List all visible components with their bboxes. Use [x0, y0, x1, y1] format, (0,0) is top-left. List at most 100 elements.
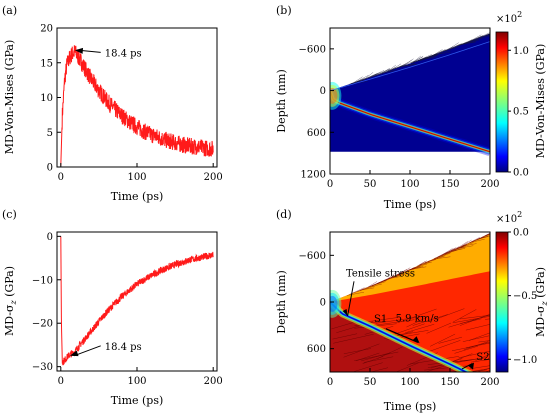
- x-tick-label: 50: [364, 377, 377, 388]
- heatmap-edge-texture: [387, 272, 396, 280]
- x-tick-label: 0: [58, 376, 64, 387]
- annotation-s2-arrowhead: [468, 362, 474, 370]
- y-tick-label: 600: [307, 344, 326, 355]
- heatmap-edge-texture: [461, 239, 472, 247]
- y-axis-label-a: MD-Von-Mises (GPa): [3, 40, 16, 154]
- heatmap-texture-line: [332, 333, 358, 340]
- heatmap-texture-line: [483, 370, 490, 372]
- annotation-arrow-line: [73, 345, 101, 357]
- heatmap-edge-texture: [452, 43, 462, 48]
- heatmap-texture-line: [462, 335, 490, 342]
- y-tick-label: 0: [47, 163, 53, 174]
- heatmap-region: [330, 33, 490, 152]
- annotation-s1: S1: [374, 314, 387, 325]
- x-tick-label: 200: [204, 172, 223, 183]
- y-axis-label-b: Depth (nm): [275, 69, 288, 132]
- heatmap-texture-line: [465, 324, 490, 331]
- heatmap-edge-texture: [420, 261, 430, 265]
- heatmap-edge-texture: [386, 65, 404, 72]
- heatmap-edge-texture: [371, 70, 385, 78]
- y-tick-label: 15: [40, 58, 53, 69]
- heatmap-edge-texture: [367, 72, 387, 79]
- heatmap-edge-texture: [359, 286, 368, 291]
- colorbar-ticks-b: 0.0 0.5 1.0: [508, 46, 529, 179]
- ticks-c: 0 100 200 0 −10 −20 −30: [32, 232, 223, 387]
- heatmap-edge-texture: [351, 287, 368, 295]
- panel-b: (b) 0 50 100 150 200 −600 0 600 1200 Time (ps) D…: [275, 4, 547, 211]
- panel-label-b: (b): [276, 4, 292, 17]
- heatmap-texture-line: [454, 345, 478, 354]
- heatmap-texture-line: [475, 368, 490, 372]
- annotation-speed: 5.9 km/s: [396, 313, 439, 324]
- ticks-a: 0 100 200 0 5 10 15 20: [40, 24, 222, 184]
- colorbar-b: [495, 31, 509, 173]
- annotation-tensile-stress: Tensile stress: [346, 268, 415, 279]
- annotation-label: 18.4 ps: [105, 48, 142, 59]
- heatmap-edge-texture: [430, 49, 446, 57]
- heatmap-edge-texture: [429, 53, 443, 57]
- colorbar-tick-label: 0.0: [513, 228, 529, 239]
- heatmap-edge-texture: [486, 33, 490, 36]
- colorbar-label-d: MD-σz (GPa): [534, 267, 549, 337]
- heatmap-edge-texture: [479, 33, 490, 38]
- heatmap-texture-line: [333, 333, 374, 344]
- heatmap-edge-texture: [467, 237, 481, 244]
- heatmap-texture-line: [398, 308, 437, 323]
- colorbar-tick-label: 0.5: [513, 107, 529, 118]
- heatmap-edge-texture: [456, 241, 468, 249]
- colorbar-d: [495, 231, 509, 373]
- colorbar-ticks-d: 0.0 −0.5 −1.0: [508, 228, 537, 366]
- x-tick-label: 100: [400, 377, 419, 388]
- heatmap-texture-line: [375, 316, 423, 324]
- annotation-arrow-line: [347, 281, 355, 317]
- panel-label-a: (a): [2, 4, 17, 17]
- heatmap-edge-texture: [367, 281, 378, 288]
- heatmap-texture-line: [424, 340, 461, 354]
- x-tick-label: 100: [400, 179, 419, 190]
- surface-reflection: [330, 41, 490, 91]
- heatmap-edge-texture: [384, 68, 401, 73]
- heatmap-edge-texture: [432, 256, 451, 260]
- x-tick-label: 200: [480, 179, 499, 190]
- heatmap-texture-line: [459, 314, 490, 320]
- annotation-c: 18.4 ps: [69, 342, 142, 357]
- heatmap-edge-texture: [400, 64, 417, 67]
- heatmap-b: [330, 32, 490, 157]
- von-mises-series-line: [60, 45, 214, 166]
- ticks-b: 0 50 100 150 200 −600 0 600 1200: [299, 44, 500, 190]
- y-tick-label: 1200: [301, 170, 326, 181]
- heatmap-edge-texture: [418, 261, 432, 266]
- heatmap-texture-line: [363, 356, 394, 363]
- y-tick-label: 20: [40, 24, 53, 35]
- y-tick-label: 10: [40, 93, 53, 104]
- heatmap-texture-line: [458, 350, 490, 359]
- heatmap-edge-texture: [393, 271, 404, 277]
- x-tick-label: 150: [440, 179, 459, 190]
- heatmap-edge-texture: [481, 233, 490, 238]
- heatmap-edge-texture: [424, 259, 436, 263]
- heatmap-edge-texture: [399, 267, 411, 274]
- heatmap-texture-line: [368, 319, 415, 327]
- heatmap-edge-texture: [453, 245, 467, 251]
- x-axis-label-b: Time (ps): [384, 198, 437, 211]
- heatmap-texture-line: [469, 332, 490, 341]
- x-axis-label-c: Time (ps): [111, 394, 164, 407]
- heatmap-edge-texture: [356, 77, 368, 83]
- x-tick-label: 200: [480, 377, 499, 388]
- y-axis-label-d: Depth (nm): [275, 270, 288, 333]
- heatmap-d: [330, 232, 490, 372]
- heatmap-texture-line: [478, 340, 490, 343]
- heatmap-texture-line: [426, 322, 452, 334]
- heatmap-texture-line: [453, 316, 490, 323]
- heatmap-texture-line: [435, 308, 465, 320]
- heatmap-texture-line: [448, 314, 490, 328]
- annotation-a: 18.4 ps: [74, 47, 142, 59]
- heatmap-texture-line: [466, 369, 487, 372]
- heatmap-edge-texture: [466, 36, 482, 43]
- heatmap-edge-texture: [469, 236, 486, 243]
- heatmap-texture-line: [363, 317, 399, 323]
- heatmap-edge-texture: [478, 236, 490, 239]
- heatmap-texture-line: [352, 362, 383, 372]
- heatmap-edge-texture: [444, 247, 457, 255]
